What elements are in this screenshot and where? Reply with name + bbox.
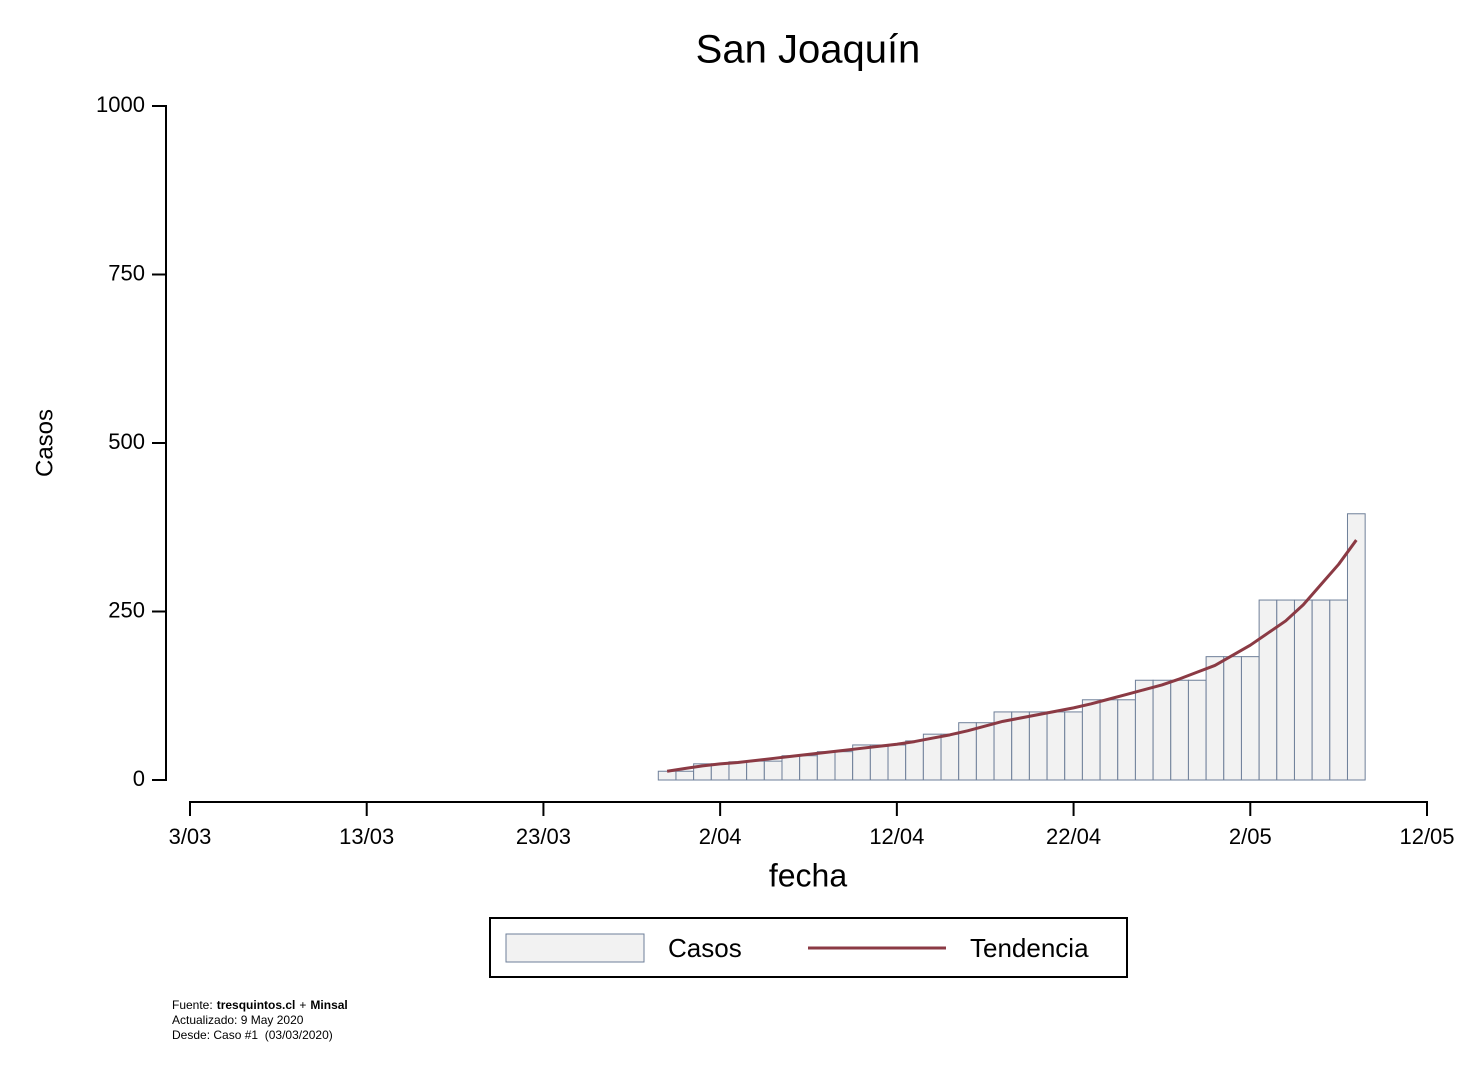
bar — [1028, 711, 1048, 781]
footer-text: Minsal — [310, 998, 347, 1012]
bar — [746, 760, 765, 781]
x-tick-label: 2/04 — [699, 824, 742, 849]
bar — [940, 733, 960, 781]
bar — [1205, 656, 1225, 781]
y-axis-label: Casos — [31, 409, 58, 477]
bar — [834, 751, 854, 781]
y-tick-label: 0 — [133, 766, 145, 791]
x-tick-label: 2/05 — [1229, 824, 1272, 849]
x-tick-label: 12/05 — [1399, 824, 1454, 849]
bar — [1170, 679, 1189, 781]
bar — [1099, 699, 1119, 781]
bar — [1117, 699, 1136, 781]
y-tick-label: 1000 — [96, 92, 145, 117]
chart-title: San Joaquín — [696, 28, 921, 72]
bar — [728, 761, 748, 781]
bar — [1329, 599, 1348, 781]
bar — [799, 755, 818, 781]
bar — [675, 770, 695, 781]
bar — [710, 763, 730, 781]
legend-swatch — [505, 933, 645, 963]
trend-line — [666, 539, 1358, 773]
x-tick-label: 12/04 — [869, 824, 924, 849]
x-tick-label: 22/04 — [1046, 824, 1101, 849]
footer-source: Fuente: tresquintos.cl + Minsal — [172, 998, 348, 1012]
y-tick-label: 500 — [108, 429, 145, 454]
y-tick-label: 250 — [108, 597, 145, 622]
legend-label: Tendencia — [970, 933, 1089, 963]
bar — [1240, 656, 1260, 781]
footer-updated: Actualizado: 9 May 2020 — [172, 1013, 304, 1027]
bar — [1276, 599, 1295, 781]
bar — [1046, 711, 1066, 781]
bar — [1293, 599, 1313, 781]
footer-since: Desde: Caso #1 (03/03/2020) — [172, 1028, 333, 1042]
bar — [1187, 679, 1207, 781]
bar — [887, 744, 907, 781]
bar — [1081, 699, 1101, 781]
footer-text: Fuente: — [172, 998, 213, 1012]
bar — [1064, 711, 1083, 781]
bar — [1134, 679, 1154, 781]
bar — [1311, 599, 1331, 781]
bar — [869, 744, 889, 781]
bar — [657, 770, 677, 781]
bar — [1152, 679, 1172, 781]
x-axis-label: fecha — [769, 857, 847, 893]
bar — [1223, 656, 1242, 781]
y-tick-label: 750 — [108, 260, 145, 285]
bar — [816, 751, 836, 781]
bar — [1011, 711, 1030, 781]
footer-text: + — [299, 998, 306, 1012]
bar — [781, 755, 801, 781]
bar — [975, 722, 995, 781]
legend-label: Casos — [668, 933, 742, 963]
x-tick-label: 3/03 — [169, 824, 212, 849]
bar — [763, 760, 783, 781]
bar — [905, 740, 924, 781]
bar — [1346, 513, 1366, 781]
footer-text: tresquintos.cl — [217, 998, 296, 1012]
x-tick-label: 23/03 — [516, 824, 571, 849]
x-tick-label: 13/03 — [339, 824, 394, 849]
bar — [922, 733, 942, 781]
